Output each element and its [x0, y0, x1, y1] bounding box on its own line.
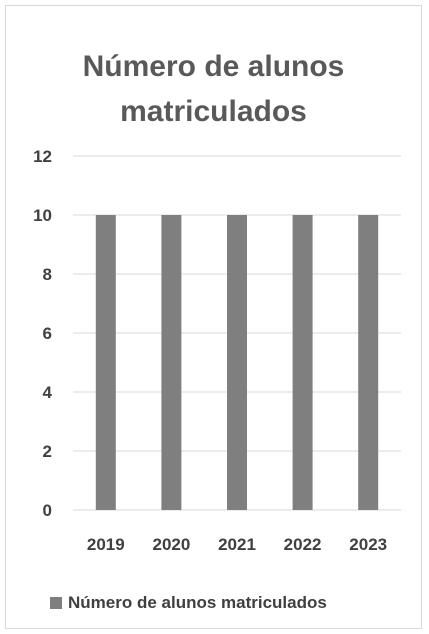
y-tick-label: 10	[33, 206, 52, 225]
y-tick-label: 8	[43, 265, 52, 284]
plot-area: 0 2 4 6 8 10 12 2019 2020 2021 2022 2023	[33, 147, 401, 554]
bar-2022	[292, 215, 313, 510]
bar-2019	[95, 215, 116, 510]
x-tick-label: 2020	[152, 535, 190, 554]
bar-2020	[161, 215, 182, 510]
bar-2023	[358, 215, 379, 510]
x-tick-label: 2023	[349, 535, 387, 554]
legend: Número de alunos matriculados	[50, 591, 327, 615]
legend-label: Número de alunos matriculados	[68, 593, 327, 612]
chart-title: Número de alunos matriculados	[82, 50, 345, 128]
y-tick-label: 0	[43, 501, 52, 520]
y-tick-label: 4	[43, 383, 53, 402]
x-tick-label: 2022	[284, 535, 322, 554]
x-axis-tick-labels: 2019 2020 2021 2022 2023	[87, 535, 387, 554]
y-axis-tick-labels: 0 2 4 6 8 10 12	[33, 147, 52, 520]
bars	[95, 215, 379, 510]
y-tick-label: 12	[33, 147, 52, 166]
y-tick-label: 6	[43, 324, 52, 343]
x-tick-label: 2021	[218, 535, 256, 554]
y-tick-label: 2	[43, 442, 52, 461]
chart-area: Número de alunos matriculados 0 2 4 6 8 10 12 …	[5, 5, 422, 629]
legend-swatch	[50, 597, 62, 609]
x-tick-label: 2019	[87, 535, 125, 554]
bar-2021	[227, 215, 247, 510]
